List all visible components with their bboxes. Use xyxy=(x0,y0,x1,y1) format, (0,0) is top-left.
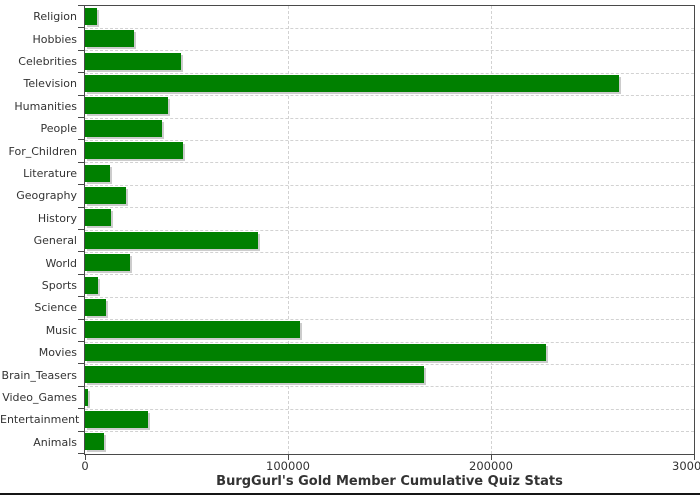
category-label: Hobbies xyxy=(32,32,77,46)
horizontal-gridline xyxy=(85,162,694,164)
bar-people xyxy=(85,119,163,137)
bar-celebrities xyxy=(85,52,182,70)
category-label: Science xyxy=(34,301,77,315)
plot-area xyxy=(84,5,695,455)
bar-for_children xyxy=(85,142,184,160)
horizontal-gridline xyxy=(85,72,694,74)
horizontal-gridline xyxy=(85,95,694,97)
horizontal-gridline xyxy=(85,408,694,410)
bar-video_games xyxy=(85,388,89,406)
category-label: For_Children xyxy=(8,144,77,158)
bar-geography xyxy=(85,186,126,204)
category-label: Geography xyxy=(16,189,77,203)
y-axis-tick xyxy=(78,95,84,96)
category-label: Entertainment xyxy=(0,413,80,427)
category-label: General xyxy=(33,234,77,248)
y-axis-tick xyxy=(78,341,84,342)
category-label: Movies xyxy=(38,346,77,360)
x-axis-tick-label: 300000 xyxy=(672,459,700,473)
x-axis-tick xyxy=(288,455,289,460)
bar-music xyxy=(85,321,301,339)
bar-history xyxy=(85,209,112,227)
category-label: Humanities xyxy=(14,99,77,113)
x-axis-tick-label: 0 xyxy=(81,459,89,473)
bar-hobbies xyxy=(85,30,135,48)
horizontal-gridline xyxy=(85,431,694,433)
category-label: Video_Games xyxy=(2,391,77,404)
y-axis-tick xyxy=(78,453,84,454)
horizontal-gridline xyxy=(85,341,694,343)
bar-entertainment xyxy=(85,410,148,428)
y-axis-tick xyxy=(78,229,84,230)
bar-television xyxy=(85,74,619,92)
chart-title: BurgGurl's Gold Member Cumulative Quiz S… xyxy=(216,474,563,489)
horizontal-gridline xyxy=(85,319,694,321)
x-axis-tick xyxy=(694,455,695,460)
y-axis-tick xyxy=(78,162,84,163)
y-axis-tick xyxy=(78,274,84,275)
bar-general xyxy=(85,231,258,249)
category-label: Literature xyxy=(23,167,77,180)
category-label: Brain_Teasers xyxy=(1,368,77,382)
page-bottom-rule xyxy=(0,493,700,495)
category-label: Animals xyxy=(33,435,77,449)
y-axis-tick xyxy=(78,72,84,73)
x-axis-tick-label: 200000 xyxy=(469,459,513,473)
y-axis-tick xyxy=(78,5,84,6)
category-label: Religion xyxy=(33,10,77,24)
bar-religion xyxy=(85,7,98,25)
horizontal-gridline xyxy=(85,251,694,253)
category-label: Sports xyxy=(41,279,77,292)
bar-brain_teasers xyxy=(85,366,424,384)
y-axis-tick xyxy=(78,50,84,51)
horizontal-gridline xyxy=(85,117,694,119)
category-label: Celebrities xyxy=(18,55,77,68)
y-axis-tick xyxy=(78,207,84,208)
horizontal-gridline xyxy=(85,363,694,365)
horizontal-gridline xyxy=(85,27,694,29)
horizontal-gridline xyxy=(85,184,694,186)
y-axis-tick xyxy=(78,296,84,297)
horizontal-gridline xyxy=(85,207,694,209)
y-axis-tick xyxy=(78,184,84,185)
bar-science xyxy=(85,298,106,316)
horizontal-gridline xyxy=(85,274,694,276)
category-label: World xyxy=(45,256,77,270)
y-axis-tick xyxy=(78,319,84,320)
y-axis-tick xyxy=(78,27,84,28)
horizontal-gridline xyxy=(85,50,694,52)
y-axis-tick xyxy=(78,386,84,387)
category-label: Television xyxy=(23,77,78,91)
bar-animals xyxy=(85,433,105,451)
category-label: History xyxy=(37,211,77,225)
y-axis-tick xyxy=(78,117,84,118)
horizontal-gridline xyxy=(85,386,694,388)
bar-movies xyxy=(85,343,546,361)
x-axis-tick xyxy=(491,455,492,460)
bar-literature xyxy=(85,164,110,182)
bar-humanities xyxy=(85,97,169,115)
horizontal-gridline xyxy=(85,139,694,141)
horizontal-gridline xyxy=(85,229,694,231)
x-axis-tick xyxy=(85,455,86,460)
y-axis-tick xyxy=(78,431,84,432)
bar-sports xyxy=(85,276,98,294)
category-label: Music xyxy=(45,323,77,337)
y-axis-tick xyxy=(78,251,84,252)
y-axis-tick xyxy=(78,408,84,409)
y-axis-tick xyxy=(78,139,84,140)
x-axis-tick-label: 100000 xyxy=(266,459,310,473)
horizontal-gridline xyxy=(85,296,694,298)
bar-world xyxy=(85,254,130,272)
category-label: People xyxy=(40,122,77,136)
y-axis-tick xyxy=(78,363,84,364)
